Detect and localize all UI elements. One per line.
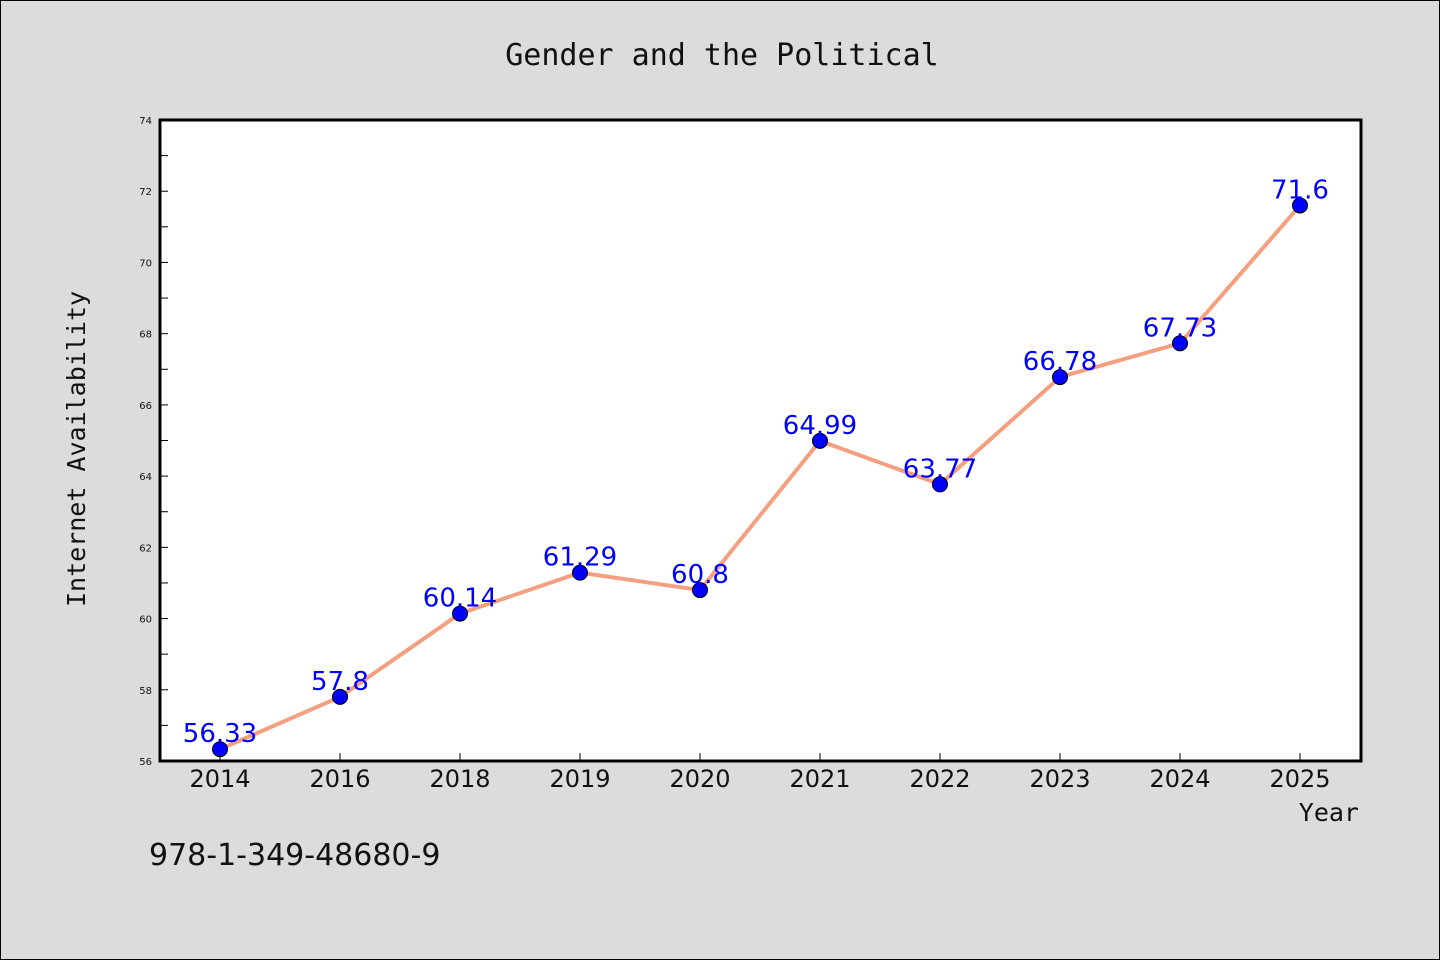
x-tick-label: 2021 (789, 765, 850, 793)
x-tick-label: 2016 (309, 765, 370, 793)
y-tick-label: 62 (139, 543, 152, 554)
y-tick-label: 68 (139, 330, 152, 341)
data-label: 60.14 (423, 584, 497, 614)
data-point (812, 432, 828, 449)
x-axis-label: Year (1299, 798, 1359, 827)
data-point (212, 741, 228, 758)
isbn-footnote: 978-1-349-48680-9 (149, 838, 440, 873)
x-tick-label: 2025 (1269, 765, 1330, 793)
x-tick-label: 2024 (1149, 765, 1210, 793)
y-axis-label: Internet Availability (62, 291, 91, 607)
y-axis: 56 58 60 62 64 66 68 70 72 74 (139, 116, 168, 768)
data-point (572, 564, 588, 581)
data-point (332, 688, 348, 705)
data-labels-group: 56.33 57.8 60.14 61.29 60.8 64.99 63.77 66.78 67… (183, 175, 1329, 749)
y-tick-label: 72 (139, 187, 152, 198)
x-tick-label: 2023 (1029, 765, 1090, 793)
x-axis: 2014 2016 2018 2019 2020 2021 2022 2023 2024 2025 (189, 753, 1331, 793)
data-label: 60.8 (671, 560, 729, 590)
data-point (1172, 335, 1188, 352)
data-point (452, 605, 468, 622)
data-label: 61.29 (543, 543, 617, 573)
series-line (219, 204, 1302, 752)
data-point (1292, 197, 1308, 214)
data-label: 71.6 (1271, 175, 1329, 205)
data-point (932, 476, 948, 493)
y-tick-label: 64 (139, 472, 152, 483)
data-point (1052, 369, 1068, 386)
plot-area (158, 118, 1363, 763)
data-label: 57.8 (311, 667, 369, 697)
chart-title: Gender and the Political (505, 38, 938, 73)
y-tick-label: 60 (139, 615, 152, 626)
x-tick-label: 2020 (669, 765, 730, 793)
data-point (692, 582, 708, 599)
data-label: 67.73 (1143, 313, 1217, 343)
y-tick-label: 66 (139, 401, 152, 412)
y-tick-label: 74 (139, 116, 152, 127)
data-label: 64.99 (783, 411, 857, 441)
x-tick-label: 2022 (909, 765, 970, 793)
data-label: 56.33 (183, 719, 257, 749)
y-tick-label: 58 (139, 686, 152, 697)
data-label: 66.78 (1023, 347, 1097, 377)
data-label: 63.77 (903, 454, 977, 484)
y-tick-label: 56 (139, 757, 152, 768)
x-tick-label: 2014 (189, 765, 250, 793)
series-line-group (212, 197, 1308, 758)
x-tick-label: 2019 (549, 765, 610, 793)
y-tick-label: 70 (139, 258, 152, 269)
x-tick-label: 2018 (429, 765, 490, 793)
